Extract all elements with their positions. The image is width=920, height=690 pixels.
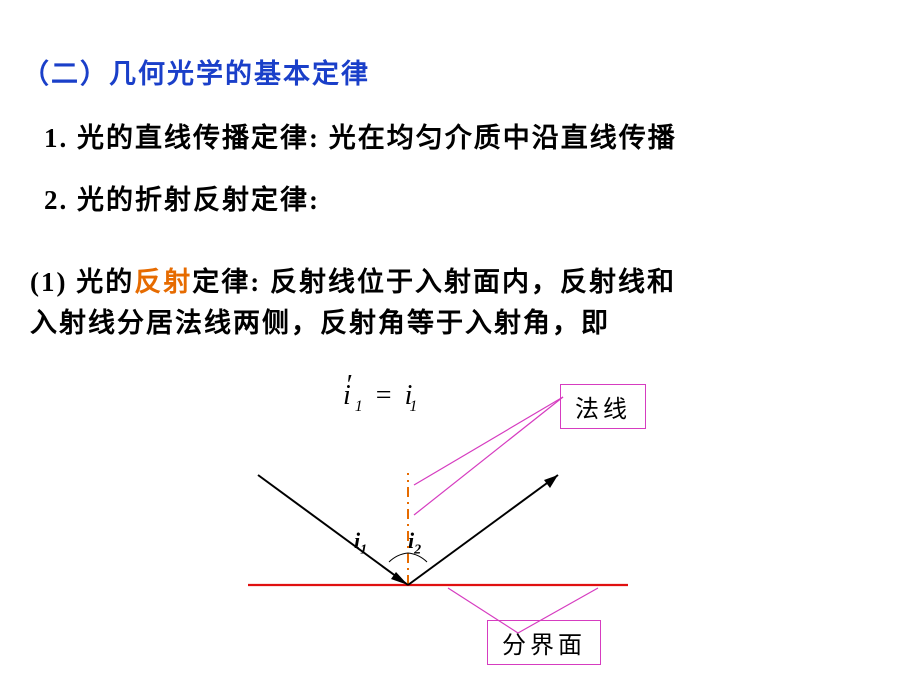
callout-line-interface-2 — [518, 588, 598, 633]
reflected-ray — [408, 475, 558, 585]
law-reflection-cont: 入射线分居法线两侧，反射角等于入射角，即 — [30, 308, 610, 338]
law-reflection-highlight: 反射 — [134, 267, 192, 297]
callout-line-normal-2 — [414, 397, 563, 515]
law-1: 1. 光的直线传播定律: 光在均匀介质中沿直线传播 — [44, 118, 677, 159]
eq-rhs-sub: 1 — [409, 398, 417, 415]
law-reflection: (1) 光的反射定律: 反射线位于入射面内，反射线和 入射线分居法线两侧，反射角… — [30, 262, 890, 343]
eq-sign: = — [376, 380, 392, 411]
eq-prime: ′ — [347, 370, 353, 402]
callout-normal: 法线 — [560, 384, 646, 429]
callout-line-interface-1 — [448, 588, 518, 633]
section-heading: （二）几何光学的基本定律 — [22, 52, 370, 91]
law-reflection-post: 定律: 反射线位于入射面内，反射线和 — [192, 267, 676, 297]
law-2: 2. 光的折射反射定律: — [44, 180, 320, 221]
law-1-rest: 光在均匀介质中沿直线传播 — [320, 123, 677, 153]
equation: i ′ 1 = i1 — [343, 380, 417, 416]
law-reflection-pre: (1) 光的 — [30, 267, 134, 297]
reflection-diagram — [248, 455, 698, 675]
law-1-prefix: 1. 光的直线传播定律: — [44, 123, 320, 153]
arc-i2 — [408, 553, 427, 562]
incident-ray — [258, 475, 408, 585]
reflected-arrow — [544, 475, 558, 488]
arc-i1 — [389, 553, 408, 562]
callout-line-normal-1 — [414, 397, 563, 485]
